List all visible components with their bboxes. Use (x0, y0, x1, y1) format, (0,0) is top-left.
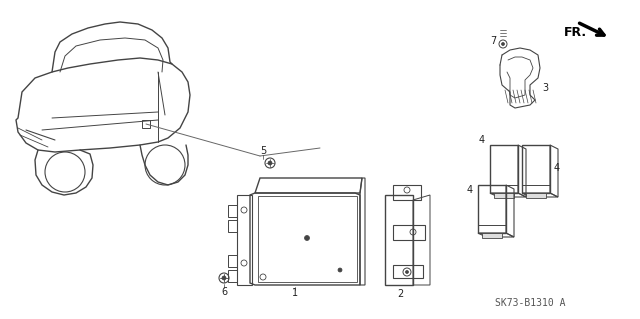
Text: 6: 6 (221, 287, 227, 297)
Text: 2: 2 (397, 289, 403, 299)
Circle shape (502, 42, 504, 46)
Circle shape (268, 161, 272, 165)
Circle shape (222, 276, 226, 280)
Text: 4: 4 (554, 163, 560, 173)
Polygon shape (494, 193, 514, 198)
Text: SK73-B1310 A: SK73-B1310 A (495, 298, 565, 308)
Text: 4: 4 (479, 135, 485, 145)
Text: 3: 3 (542, 83, 548, 93)
Text: 7: 7 (490, 36, 496, 46)
Circle shape (338, 268, 342, 272)
Text: 1: 1 (292, 288, 298, 298)
Polygon shape (482, 233, 502, 238)
Circle shape (305, 235, 310, 241)
Text: FR.: FR. (564, 26, 587, 39)
Circle shape (406, 271, 408, 273)
Text: 4: 4 (467, 185, 473, 195)
Text: 5: 5 (260, 146, 266, 156)
Polygon shape (526, 193, 546, 198)
